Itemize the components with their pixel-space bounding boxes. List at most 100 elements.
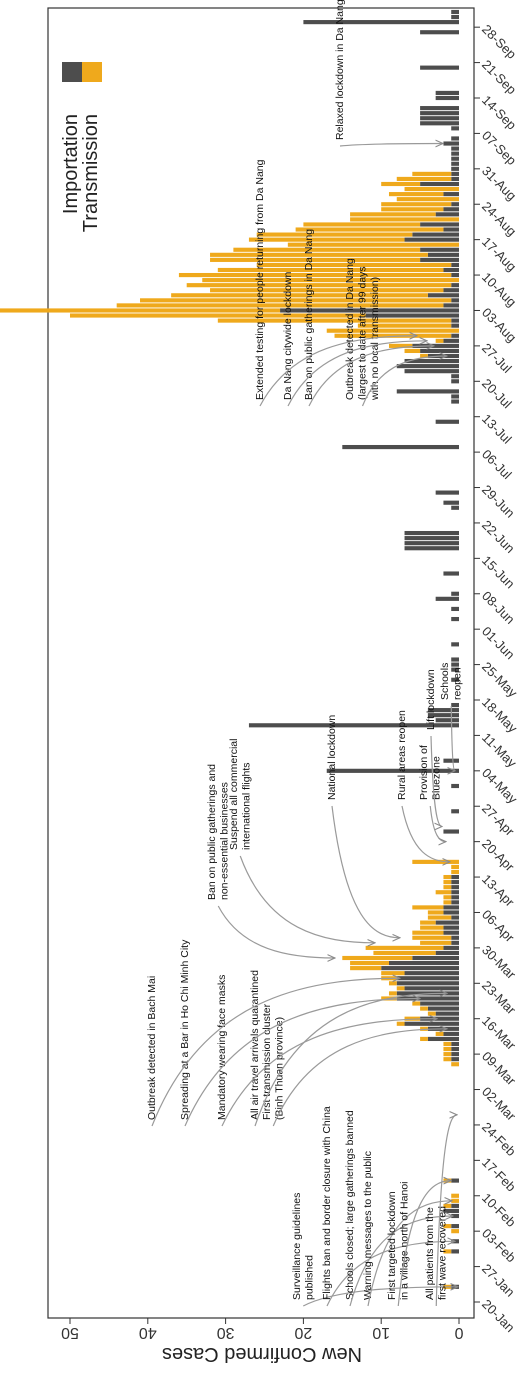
bar-importation bbox=[451, 273, 459, 277]
bar-importation bbox=[451, 15, 459, 19]
bar-importation bbox=[405, 971, 459, 975]
date-tick-label: 06-Jul bbox=[479, 446, 515, 482]
bar-importation bbox=[428, 1037, 459, 1041]
bar-importation bbox=[451, 936, 459, 940]
bar-importation bbox=[443, 339, 459, 343]
bar-importation bbox=[436, 212, 459, 216]
bar-transmission bbox=[389, 981, 397, 985]
bar-transmission bbox=[412, 172, 451, 176]
bar-importation bbox=[451, 202, 459, 206]
bar-transmission bbox=[210, 258, 420, 262]
date-tick-label: 11-May bbox=[479, 730, 520, 771]
bar-transmission bbox=[303, 222, 420, 226]
bar-transmission bbox=[443, 895, 451, 899]
bar-importation bbox=[451, 334, 459, 338]
bar-importation bbox=[443, 227, 459, 231]
bar-importation bbox=[451, 177, 459, 181]
bar-importation bbox=[443, 829, 459, 833]
annotation-arrow bbox=[430, 806, 446, 842]
bar-transmission bbox=[443, 1047, 451, 1051]
bar-transmission bbox=[296, 227, 444, 231]
bar-importation bbox=[451, 1179, 459, 1183]
bar-importation bbox=[451, 506, 459, 510]
bar-importation bbox=[451, 875, 459, 879]
bar-transmission bbox=[397, 1022, 405, 1026]
annotation-text: Da Nang citywide lockdown bbox=[282, 271, 294, 400]
bar-transmission bbox=[436, 890, 452, 894]
annotation-text: Outbreak detected in Da Nang bbox=[344, 258, 356, 400]
annotation: Ban on public gatherings and non-essentia… bbox=[206, 764, 335, 958]
date-tick-label: 02-Mar bbox=[479, 1084, 519, 1124]
annotation-text: published bbox=[304, 1255, 316, 1300]
bar-importation bbox=[428, 293, 459, 297]
annotation-text: Lift lockdown bbox=[425, 669, 437, 730]
bar-importation bbox=[420, 248, 459, 252]
bar-importation bbox=[405, 536, 459, 540]
bar-transmission bbox=[420, 926, 443, 930]
bar-importation bbox=[451, 283, 459, 287]
date-tick-label: 20-Jul bbox=[479, 376, 515, 412]
date-tick-label: 10-Feb bbox=[479, 1190, 519, 1230]
bar-transmission bbox=[428, 910, 444, 914]
bar-transmission bbox=[428, 915, 451, 919]
bar-importation bbox=[451, 379, 459, 383]
bar-transmission bbox=[420, 941, 451, 945]
bar-importation bbox=[443, 501, 459, 505]
bar-transmission bbox=[187, 283, 452, 287]
bar-importation bbox=[405, 238, 459, 242]
annotation-text: Ban on public gatherings and bbox=[206, 764, 218, 900]
bar-importation bbox=[420, 182, 459, 186]
annotation-arrow bbox=[340, 144, 443, 146]
bar-importation bbox=[420, 222, 459, 226]
bar-transmission bbox=[218, 319, 451, 323]
annotation-text: Mandatory wearing face masks bbox=[216, 975, 228, 1120]
bar-importation bbox=[451, 895, 459, 899]
bar-importation bbox=[451, 162, 459, 166]
bar-importation bbox=[443, 759, 459, 763]
bar-importation bbox=[436, 420, 459, 424]
bar-transmission bbox=[381, 207, 443, 211]
annotation-text: Relaxed lockdown in Da Nang bbox=[334, 0, 346, 140]
bar-importation bbox=[451, 784, 459, 788]
bar-importation bbox=[451, 1057, 459, 1061]
date-tick-label: 04-May bbox=[479, 765, 521, 807]
date-tick-label: 24-Feb bbox=[479, 1119, 519, 1159]
bar-importation bbox=[436, 921, 459, 925]
bar-importation bbox=[451, 1052, 459, 1056]
bar-importation bbox=[436, 597, 459, 601]
date-tick-label: 07-Sep bbox=[479, 128, 519, 168]
annotation-text: National lockdown bbox=[326, 715, 338, 800]
date-tick-label: 01-Jun bbox=[479, 624, 518, 663]
bar-transmission bbox=[443, 1057, 451, 1061]
bar-transmission bbox=[443, 1052, 451, 1056]
bar-importation bbox=[451, 657, 459, 661]
bar-transmission bbox=[171, 293, 428, 297]
bar-importation bbox=[420, 121, 459, 125]
annotation-text: Schools bbox=[439, 663, 451, 700]
bar-transmission bbox=[443, 900, 451, 904]
date-tick-label: 21-Sep bbox=[479, 57, 519, 97]
date-tick-label: 03-Aug bbox=[479, 305, 519, 345]
date-tick-label: 18-May bbox=[479, 694, 521, 736]
bar-importation bbox=[443, 571, 459, 575]
annotation-text: reopen bbox=[452, 667, 464, 700]
annotation-text: Warning messages to the public bbox=[362, 1151, 374, 1300]
bar-importation bbox=[451, 1042, 459, 1046]
bar-transmission bbox=[117, 303, 444, 307]
bar-transmission bbox=[436, 1032, 444, 1036]
date-tick-label: 23-Mar bbox=[479, 978, 519, 1018]
annotation: Extended testing for people returning fr… bbox=[254, 159, 417, 406]
date-tick-label: 09-Mar bbox=[479, 1048, 519, 1088]
bar-importation bbox=[451, 374, 459, 378]
bar-transmission bbox=[428, 1012, 436, 1016]
bar-importation bbox=[451, 809, 459, 813]
bar-importation bbox=[397, 389, 459, 393]
bar-importation bbox=[420, 30, 459, 34]
bar-transmission bbox=[179, 273, 451, 277]
bar-importation bbox=[420, 258, 459, 262]
annotation-text: Surveillance guidelines bbox=[291, 1193, 303, 1300]
legend-swatch bbox=[82, 62, 102, 82]
bar-transmission bbox=[140, 298, 451, 302]
bar-importation bbox=[451, 663, 459, 667]
bar-transmission bbox=[350, 966, 381, 970]
